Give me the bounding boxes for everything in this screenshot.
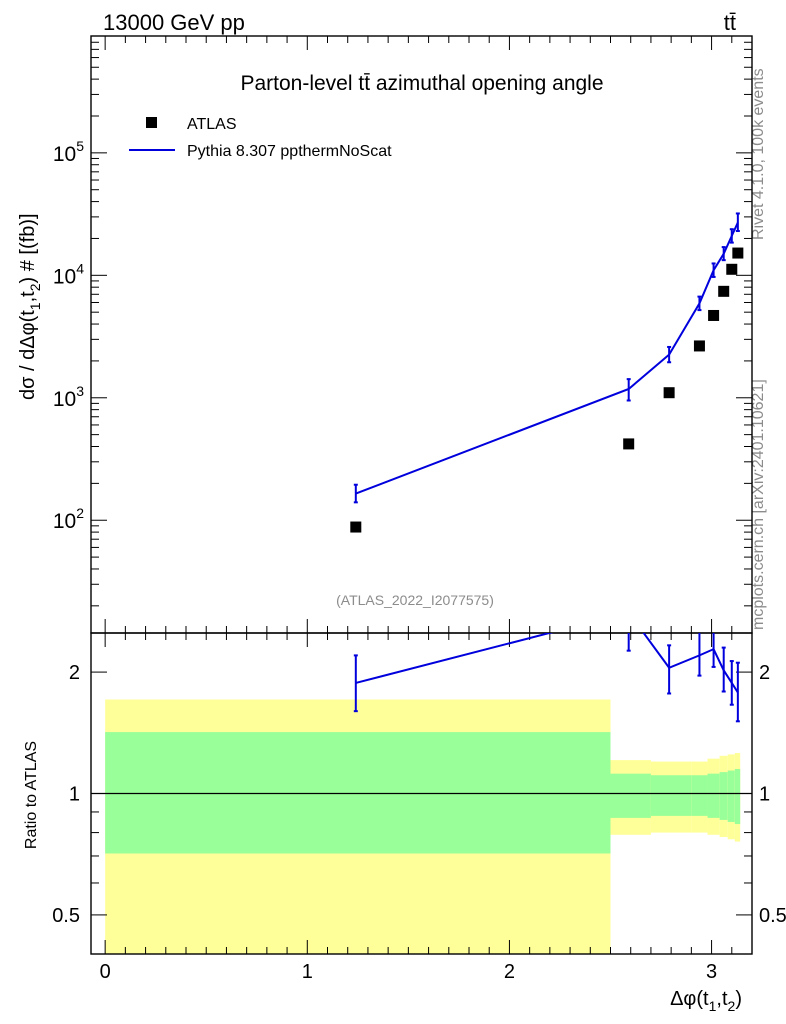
- ratio-y-tick-label-left: 0.5: [52, 905, 80, 927]
- chart-title: Parton-level tt̄ azimuthal opening angle: [240, 72, 603, 95]
- stat-uncertainty-band: [707, 773, 720, 818]
- ratio-y-tick-label-right: 2: [759, 662, 770, 684]
- ratio-tick-labels: 0.5 0.5 1 1 2 2 0 1 2 3: [52, 662, 786, 983]
- stat-uncertainty-band: [650, 775, 692, 816]
- atlas-point: [718, 285, 730, 297]
- stat-uncertainty-band: [719, 772, 728, 820]
- ratio-y-tick-label-left: 2: [69, 662, 80, 684]
- stat-uncertainty-band: [734, 769, 741, 825]
- ratio-y-tick-label-right: 0.5: [759, 905, 786, 927]
- x-tick-label: 0: [100, 961, 111, 983]
- atlas-point: [663, 387, 675, 399]
- ratio-series: [353, 633, 740, 723]
- analysis-tag: (ATLAS_2022_I2077575): [336, 592, 494, 608]
- atlas-point: [708, 309, 720, 321]
- main-y-tick-labels: 102 103 104 105: [53, 138, 84, 533]
- main-y-tick-label: 105: [53, 138, 84, 166]
- channel-label: tt̄: [724, 10, 736, 35]
- atlas-point: [726, 263, 738, 275]
- ratio-y-tick-label-right: 1: [759, 784, 770, 806]
- atlas-point: [623, 438, 635, 450]
- pythia-ratio-line: [355, 633, 739, 694]
- x-tick-label: 3: [706, 961, 717, 983]
- ratio-y-axis-label: Ratio to ATLAS: [23, 741, 40, 849]
- stat-uncertainty-band: [691, 775, 708, 816]
- main-y-tick-label: 103: [53, 383, 84, 411]
- main-series: [350, 212, 744, 533]
- legend-atlas-label: ATLAS: [187, 116, 237, 133]
- main-y-axis-label: dσ / dΔφ(t1,t2) # [(fb)]: [17, 213, 43, 400]
- legend-atlas-marker: [146, 117, 157, 128]
- main-axis-ticks: [91, 35, 753, 633]
- x-axis-label: Δφ(t1,t2): [670, 988, 742, 1014]
- atlas-point: [732, 247, 744, 259]
- main-y-tick-label: 102: [53, 505, 84, 533]
- x-tick-label: 1: [302, 961, 313, 983]
- stat-uncertainty-band: [727, 770, 735, 822]
- process-label: 13000 GeV pp: [103, 10, 245, 35]
- atlas-point: [693, 340, 705, 352]
- legend: ATLAS Pythia 8.307 ppthermNoScat: [129, 116, 392, 160]
- pythia-line: [355, 222, 739, 495]
- legend-pythia-label: Pythia 8.307 ppthermNoScat: [187, 143, 392, 160]
- x-tick-label: 2: [504, 961, 515, 983]
- source-label: mcplots.cern.ch [arXiv:2401.10621]: [750, 379, 767, 630]
- stat-uncertainty-band: [610, 773, 651, 818]
- ratio-y-tick-label-left: 1: [69, 784, 80, 806]
- ratio-uncertainty-bands: [91, 699, 752, 954]
- stat-uncertainty-band: [105, 732, 611, 854]
- rivet-version-label: Rivet 4.1.0, 100k events: [750, 68, 767, 240]
- atlas-point: [350, 521, 362, 533]
- main-y-tick-label: 104: [53, 260, 84, 288]
- ratio-axis-ticks: [91, 633, 753, 955]
- ratio-series-group: [353, 633, 740, 723]
